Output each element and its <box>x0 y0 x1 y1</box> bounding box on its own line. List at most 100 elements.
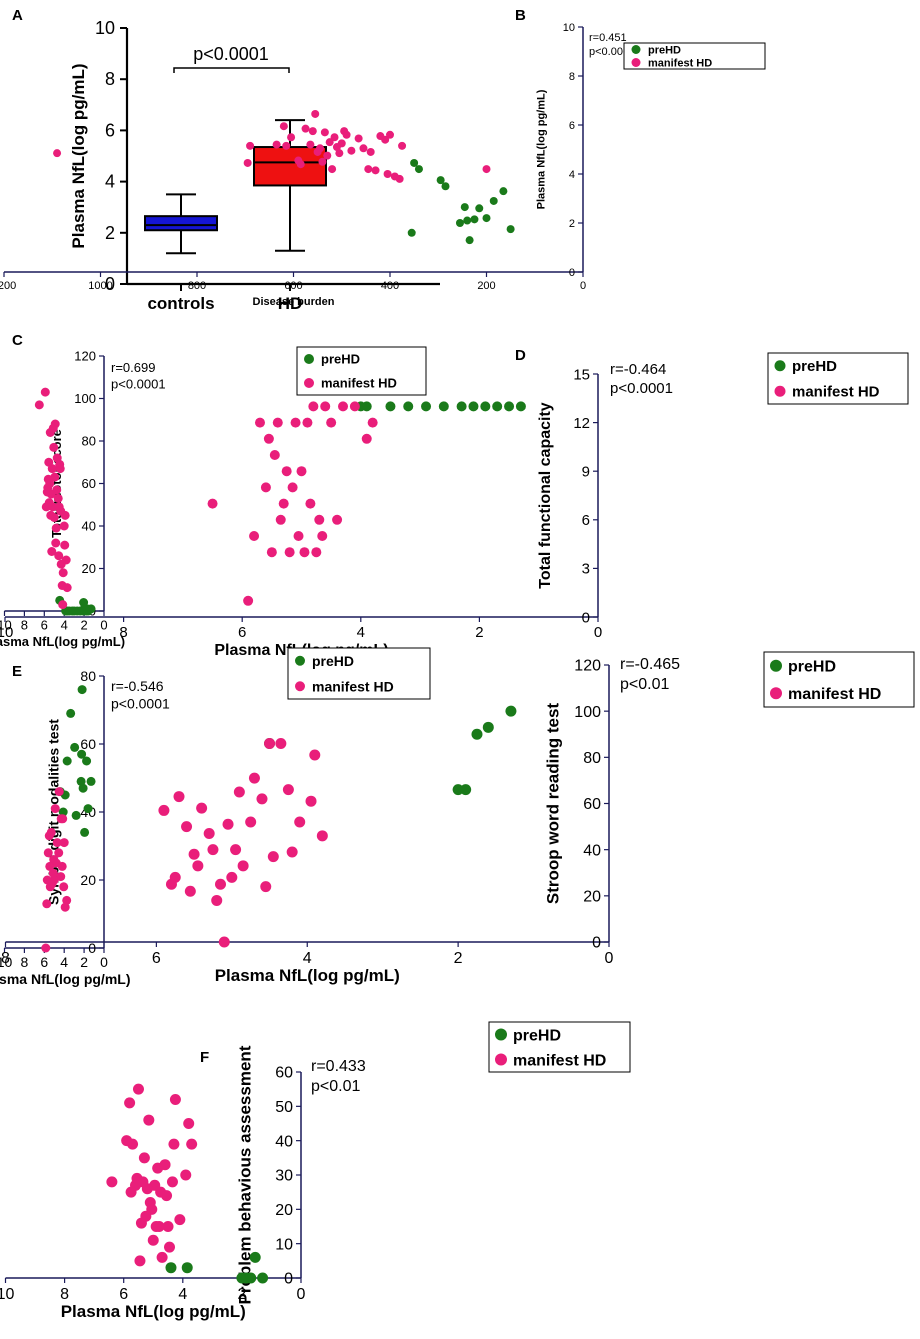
point-manifest-hd <box>52 838 62 848</box>
p-value: p<0.0001 <box>610 380 673 397</box>
point-manifest-hd <box>58 568 68 578</box>
point-manifest-hd <box>49 442 59 452</box>
point-manifest-hd <box>46 510 56 520</box>
point-manifest-hd <box>364 165 373 174</box>
legend-label-prehd: preHD <box>648 44 681 56</box>
y-tick-label: 50 <box>275 1099 293 1116</box>
y-tick-label: 0 <box>105 274 115 294</box>
x-tick-label: 0 <box>297 1286 306 1303</box>
legend-marker-manifest-hd <box>295 681 305 692</box>
point-manifest-hd <box>264 737 276 749</box>
x-tick-label: 2 <box>80 617 87 632</box>
panel-c: C0204060801001200246810Plasma NfL(log pg… <box>0 332 427 649</box>
point-manifest-hd <box>314 514 325 525</box>
y-tick-label: 2 <box>105 223 115 243</box>
point-manifest-hd <box>47 547 57 556</box>
point-manifest-hd <box>316 830 328 842</box>
point-manifest-hd <box>40 387 50 397</box>
x-tick-label: 6 <box>40 954 48 970</box>
panel-letter: A <box>12 7 23 24</box>
x-tick-label: HD <box>278 294 303 313</box>
y-tick-label: 60 <box>82 476 96 491</box>
point-manifest-hd <box>282 784 294 796</box>
y-tick-label: 20 <box>82 561 96 576</box>
x-tick-label: 8 <box>119 624 127 641</box>
point-manifest-hd <box>275 737 287 749</box>
point-manifest-hd <box>390 172 399 181</box>
point-manifest-hd <box>53 493 63 503</box>
point-manifest-hd <box>222 818 234 830</box>
point-manifest-hd <box>266 547 277 558</box>
point-prehd <box>475 204 484 213</box>
x-tick-label: 0 <box>605 950 614 967</box>
point-prehd <box>452 784 464 796</box>
legend-label-manifest-hd: manifest HD <box>321 376 397 391</box>
x-axis-title: Plasma NfL(log pg/mL) <box>215 966 400 985</box>
point-prehd <box>79 598 89 607</box>
x-tick-label: 0 <box>594 624 602 641</box>
legend-label-manifest-hd: manifest HD <box>312 678 394 694</box>
point-manifest-hd <box>332 143 341 152</box>
p-value: p<0.0001 <box>111 696 170 712</box>
legend-label-prehd: preHD <box>513 1027 561 1044</box>
y-tick-label: 40 <box>583 842 601 859</box>
y-tick-label: 9 <box>582 463 590 480</box>
point-manifest-hd <box>59 838 69 848</box>
y-axis-title: Plasma NfL(log pg/mL) <box>536 89 548 209</box>
point-manifest-hd <box>51 538 61 548</box>
point-manifest-hd <box>284 547 295 558</box>
legend-marker-manifest-hd <box>770 687 782 700</box>
point-manifest-hd <box>320 401 331 412</box>
correlation-r: r=-0.464 <box>610 361 666 378</box>
panel-letter: B <box>515 7 526 24</box>
point-manifest-hd <box>203 828 215 840</box>
y-axis-title: Plasma NfL(log pg/mL) <box>69 63 88 248</box>
point-manifest-hd <box>275 514 286 525</box>
point-manifest-hd <box>376 132 385 141</box>
y-tick-label: 6 <box>582 512 590 529</box>
point-manifest-hd <box>152 1162 164 1174</box>
point-manifest-hd <box>54 787 64 797</box>
point-manifest-hd <box>233 786 245 798</box>
x-tick-label: 200 <box>477 280 495 292</box>
point-manifest-hd <box>60 540 70 550</box>
point-manifest-hd <box>354 134 363 143</box>
point-manifest-hd <box>286 846 298 858</box>
point-manifest-hd <box>132 1083 144 1095</box>
y-tick-label: 0 <box>592 935 601 952</box>
x-axis-title: Disease burden <box>253 296 335 308</box>
point-manifest-hd <box>328 165 337 174</box>
point-prehd <box>78 783 88 793</box>
point-manifest-hd <box>305 498 316 509</box>
point-prehd <box>414 165 423 174</box>
y-tick-label: 120 <box>74 349 96 364</box>
point-prehd <box>249 1251 261 1263</box>
y-tick-label: 20 <box>583 888 601 905</box>
point-manifest-hd <box>42 487 52 497</box>
point-manifest-hd <box>173 791 185 803</box>
legend-label-prehd: preHD <box>312 653 354 669</box>
point-manifest-hd <box>44 831 54 841</box>
panel-e-sdmt: E0204060800246810Plasma NfL(log pg/mL)Sy… <box>0 647 431 987</box>
x-tick-label: 8 <box>1 950 10 967</box>
point-manifest-hd <box>299 547 310 558</box>
legend-label-manifest-hd: manifest HD <box>648 57 712 69</box>
y-tick-label: 2 <box>569 218 575 230</box>
y-tick-label: 60 <box>80 736 96 752</box>
point-prehd <box>236 1272 248 1284</box>
point-manifest-hd <box>260 482 271 493</box>
point-manifest-hd <box>60 902 70 912</box>
point-manifest-hd <box>330 133 339 142</box>
point-manifest-hd <box>230 844 242 856</box>
point-manifest-hd <box>361 433 372 444</box>
x-tick-label: 2 <box>237 1286 246 1303</box>
point-manifest-hd <box>311 547 322 558</box>
legend-marker-manifest-hd <box>774 385 786 397</box>
point-manifest-hd <box>211 894 223 906</box>
point-manifest-hd <box>150 1221 162 1232</box>
point-manifest-hd <box>269 450 280 460</box>
point-prehd <box>407 228 416 237</box>
point-manifest-hd <box>121 1135 133 1147</box>
